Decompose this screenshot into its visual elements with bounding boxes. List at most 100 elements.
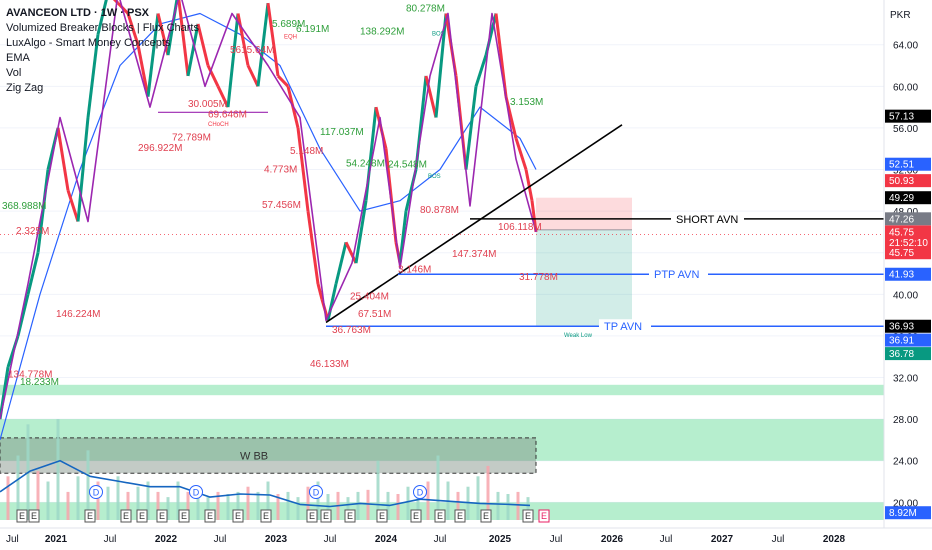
indicator-volume[interactable]: Vol [6,67,22,79]
price-candle-segment [56,127,70,191]
price-candle-segment [246,64,260,87]
volume-bar [256,491,260,520]
volume-bar [206,497,210,520]
price-candle-segment [226,13,240,108]
earnings-marker[interactable] [538,509,550,523]
volume-label: 5615.64M [230,45,274,56]
x-tick-label: Jul [660,534,673,545]
chart-legend: AVANCEON LTD · 1W · PSX Volumized Breake… [6,6,199,96]
volume-label: 6.191M [296,24,329,35]
earnings-marker[interactable] [260,509,272,523]
earnings-marker[interactable] [344,509,356,523]
volume-label: 80.878M [420,205,459,216]
price-candle-segment [256,2,270,87]
volume-label: 80.278M [406,3,445,14]
level-tp-avn-label[interactable]: TP AVN [604,321,642,333]
earnings-marker[interactable] [320,509,332,523]
price-candle-segment [316,283,324,300]
indicator-ema[interactable]: EMA [6,52,30,64]
x-tick-label: 2025 [489,534,512,545]
price-tag-label: 36.93 [889,322,914,333]
earnings-marker[interactable] [136,509,148,523]
earnings-marker-label: E [437,511,443,521]
earnings-marker-label: E [19,511,25,521]
price-axis[interactable] [884,0,932,528]
earnings-marker[interactable] [156,509,168,523]
volume-label: 3.153M [510,97,543,108]
earnings-marker-label: E [483,511,489,521]
price-candle-segment [196,23,210,66]
earnings-marker-label: E [159,511,165,521]
earnings-marker[interactable] [306,509,318,523]
price-candle-segment [276,74,290,88]
earnings-marker[interactable] [434,509,446,523]
earnings-marker[interactable] [28,509,40,523]
volume-bar [506,494,510,520]
earnings-marker[interactable] [376,509,388,523]
earnings-marker[interactable] [84,509,96,523]
volume-label: 67.51M [358,309,391,320]
volume-label: 147.374M [452,249,496,260]
earnings-marker[interactable] [480,509,492,523]
volume-label: 5.689M [272,19,305,30]
x-tick-label: 2027 [711,534,734,545]
price-tag-label: 8.92M [889,508,917,519]
level-ptp-avn-label[interactable]: PTP AVN [654,269,700,281]
symbol-title[interactable]: AVANCEON LTD · 1W · PSX [6,7,149,19]
volume-label: 134.778M [8,370,52,381]
earnings-marker[interactable] [16,509,28,523]
volume-bar [186,491,190,520]
earnings-marker[interactable] [454,509,466,523]
indicator-zigzag[interactable]: Zig Zag [6,82,44,94]
volume-bar [16,455,20,520]
earnings-marker[interactable] [232,509,244,523]
price-candle-segment [206,64,220,87]
volume-label: 36.763M [332,325,371,336]
volume-bar [346,497,350,520]
volume-label: 54.248M [346,158,385,169]
price-candle-segment [156,13,170,56]
volume-bar [516,491,520,520]
earnings-marker[interactable] [204,509,216,523]
volume-bar [96,481,100,520]
trendline[interactable] [325,124,623,324]
volume-label: 24.548M [388,159,427,170]
volume-bar [36,471,40,520]
structure-label: CHoCH [208,122,229,128]
price-tag-label: 50.93 [889,176,914,187]
price-candle-segment [26,252,40,295]
price-tag-label: 45.75 [889,227,914,238]
level-short-avn-label[interactable]: SHORT AVN [676,214,738,226]
price-candle-segment [16,293,30,337]
time-axis[interactable] [0,528,932,550]
price-candle-segment [76,117,90,222]
price-tag-label: 45.75 [889,248,914,259]
earnings-marker[interactable] [178,509,190,523]
y-tick-label: 32.00 [893,374,918,385]
volume-label: 368.988M [2,201,46,212]
dividend-marker[interactable] [89,485,103,499]
stop-loss-zone [536,197,632,230]
indicator-flux-breaker-blocks[interactable]: Volumized Breaker Blocks | Flux Charts [6,22,199,34]
dividend-marker[interactable] [309,485,323,499]
volume-bar [196,486,200,520]
price-candle-segment [216,85,230,108]
earnings-marker[interactable] [522,509,534,523]
dividend-marker[interactable] [189,485,203,499]
earnings-marker[interactable] [120,509,132,523]
earnings-marker[interactable] [410,509,422,523]
volume-bar [426,481,430,520]
dividend-marker[interactable] [413,485,427,499]
volume-bar [136,486,140,520]
volume-bar [276,494,280,520]
price-tag-label: 21:52:10 [889,238,928,249]
earnings-marker-label: E [379,511,385,521]
indicator-smart-money-concepts[interactable]: LuxAlgo - Smart Money Concepts [6,37,171,49]
earnings-marker-label: E [347,511,353,521]
volume-bar [6,476,10,520]
level-short-avn-label-bg [671,211,744,226]
volume-label: 146.224M [56,309,100,320]
x-tick-label: Jul [104,534,117,545]
